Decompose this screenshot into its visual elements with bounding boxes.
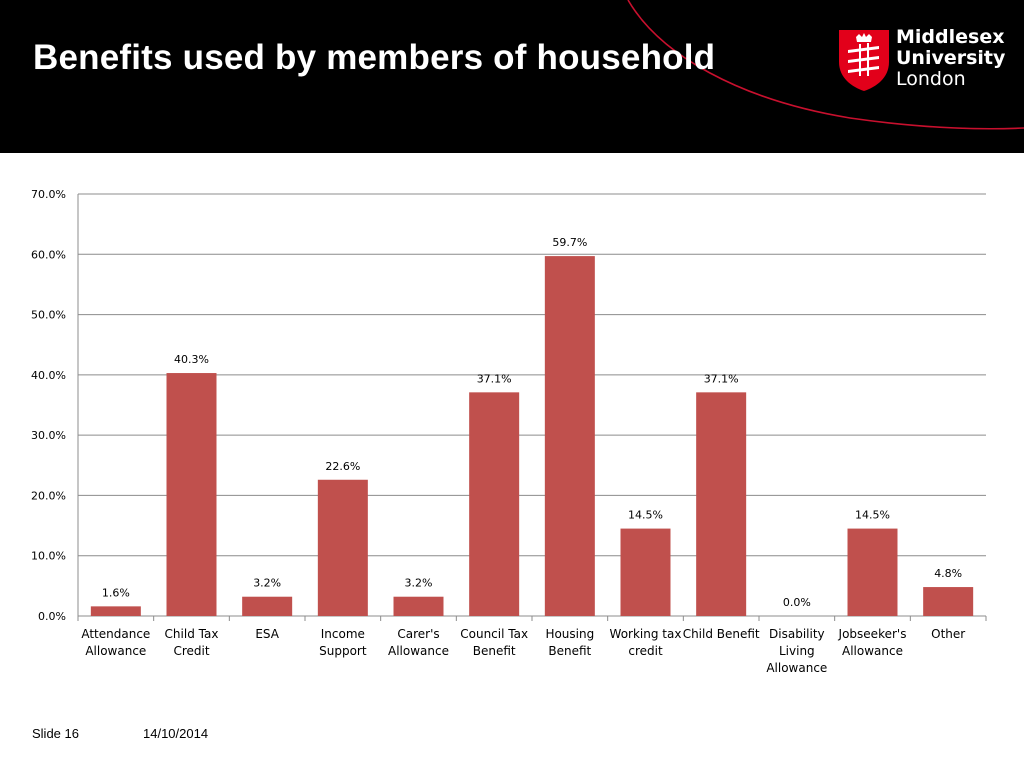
y-tick-label: 70.0% <box>31 188 66 201</box>
category-label: Disability Living Allowance <box>766 627 827 675</box>
bar <box>317 479 368 616</box>
y-tick-label: 40.0% <box>31 369 66 382</box>
bar <box>469 392 520 616</box>
slide-date: 14/10/2014 <box>143 726 209 741</box>
category-label: Child Benefit <box>683 627 760 641</box>
data-label: 59.7% <box>552 236 587 249</box>
y-tick-label: 60.0% <box>31 248 66 261</box>
bar <box>242 596 293 616</box>
category-label: Working tax credit <box>610 627 682 658</box>
slide-title: Benefits used by members of household <box>33 38 716 77</box>
data-label: 37.1% <box>704 372 739 385</box>
category-label: Council Tax Benefit <box>460 627 528 658</box>
data-label: 1.6% <box>102 586 130 599</box>
bar <box>847 528 898 616</box>
data-label: 37.1% <box>477 372 512 385</box>
bar <box>923 587 974 616</box>
logo-line-2: University <box>896 47 1006 69</box>
data-label: 14.5% <box>628 509 663 522</box>
bar-chart: 0.0% 10.0% 20.0% 30.0% 40.0% 50.0% 60.0% 70.0% 1… <box>31 188 987 675</box>
y-tick-label: 10.0% <box>31 550 66 563</box>
category-label: Child Tax Credit <box>165 627 219 658</box>
bar <box>696 392 747 616</box>
data-label: 0.0% <box>783 596 811 609</box>
category-label: Carer's Allowance <box>388 627 449 658</box>
y-tick-label: 20.0% <box>31 489 66 502</box>
bar <box>393 596 444 616</box>
category-label: Housing Benefit <box>545 627 594 658</box>
slide-header: Benefits used by members of household Mi… <box>0 0 1024 153</box>
slide-number: Slide 16 <box>32 726 79 741</box>
bar <box>544 256 595 616</box>
bar <box>166 373 217 616</box>
logo-wordmark: Middlesex University London <box>896 27 1005 90</box>
category-label: Income Support <box>319 627 367 658</box>
category-label: Other <box>931 627 965 641</box>
data-label: 22.6% <box>325 460 360 473</box>
bar <box>620 528 671 616</box>
university-logo: Middlesex University London <box>838 27 1005 94</box>
category-label: Attendance Allowance <box>81 627 150 658</box>
y-tick-label: 50.0% <box>31 309 66 322</box>
data-label: 4.8% <box>934 567 962 580</box>
data-label: 3.2% <box>253 577 281 590</box>
data-label: 14.5% <box>855 509 890 522</box>
y-tick-label: 30.0% <box>31 429 66 442</box>
data-label: 40.3% <box>174 353 209 366</box>
logo-line-3: London <box>896 68 966 90</box>
category-label: Jobseeker's Allowance <box>838 627 907 658</box>
bar <box>90 606 141 616</box>
shield-icon <box>839 30 889 91</box>
data-label: 3.2% <box>405 577 433 590</box>
y-tick-label: 0.0% <box>38 610 66 623</box>
category-label: ESA <box>255 627 279 641</box>
accent-swoosh-decoration <box>627 0 1024 130</box>
logo-line-1: Middlesex <box>896 26 1005 48</box>
